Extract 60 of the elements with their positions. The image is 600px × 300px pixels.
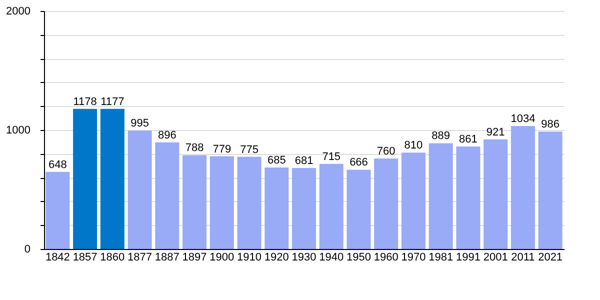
bar bbox=[100, 108, 124, 249]
data-label: 775 bbox=[240, 144, 258, 156]
bar bbox=[484, 139, 508, 249]
bar bbox=[456, 146, 480, 249]
bar bbox=[46, 172, 70, 249]
x-tick-label: 1900 bbox=[210, 252, 234, 264]
data-label: 685 bbox=[267, 154, 286, 166]
x-tick-label: 1857 bbox=[72, 252, 98, 264]
bar bbox=[237, 156, 262, 249]
data-label: 788 bbox=[185, 142, 204, 154]
bar bbox=[401, 152, 426, 249]
x-tick-label: 1950 bbox=[346, 252, 371, 264]
x-tick-label: 1930 bbox=[292, 252, 316, 264]
x-tick-label: 2001 bbox=[483, 252, 508, 264]
y-tick-label: 1000 bbox=[6, 124, 30, 136]
x-tick-label: 1920 bbox=[264, 252, 289, 264]
data-label: 995 bbox=[130, 118, 149, 130]
data-label: 715 bbox=[322, 150, 341, 163]
bar bbox=[292, 168, 316, 249]
bar bbox=[210, 156, 234, 249]
data-label: 760 bbox=[376, 146, 396, 158]
x-tick-label: 1991 bbox=[456, 252, 480, 264]
y-tick-label: 2000 bbox=[6, 6, 30, 18]
x-tick-label: 1877 bbox=[128, 252, 152, 264]
data-label: 666 bbox=[350, 156, 368, 169]
data-label: 889 bbox=[432, 130, 450, 142]
data-label: 1177 bbox=[100, 96, 124, 108]
x-tick-label: 1842 bbox=[45, 252, 70, 264]
bar bbox=[155, 142, 180, 249]
x-tick-label: 2011 bbox=[511, 252, 535, 264]
data-label: 1178 bbox=[73, 96, 97, 108]
data-label: 779 bbox=[212, 143, 232, 156]
x-tick-label: 1940 bbox=[319, 252, 344, 264]
bar bbox=[428, 143, 453, 249]
bar bbox=[128, 130, 152, 249]
data-label: 810 bbox=[404, 140, 423, 152]
bar bbox=[346, 170, 371, 249]
bar bbox=[538, 132, 562, 249]
bar bbox=[374, 158, 398, 249]
data-label: 921 bbox=[486, 126, 505, 138]
data-label: 861 bbox=[459, 134, 478, 146]
x-tick-label: 2021 bbox=[538, 252, 563, 264]
x-tick-label: 1897 bbox=[182, 252, 207, 264]
x-tick-label: 1970 bbox=[401, 252, 426, 264]
bar bbox=[510, 126, 535, 249]
x-tick-label: 1910 bbox=[237, 252, 262, 264]
y-tick-label: 0 bbox=[24, 244, 30, 256]
data-label: 1034 bbox=[510, 112, 536, 125]
data-label: 986 bbox=[541, 118, 560, 131]
data-label: 681 bbox=[294, 154, 314, 167]
x-tick-label: 1960 bbox=[374, 252, 398, 264]
data-label: 896 bbox=[158, 129, 176, 142]
x-tick-label: 1981 bbox=[428, 252, 454, 264]
data-label: 648 bbox=[48, 158, 67, 171]
bar bbox=[73, 108, 98, 249]
x-tick-label: 1887 bbox=[154, 252, 180, 264]
x-tick-label: 1860 bbox=[100, 252, 125, 264]
bar bbox=[264, 167, 289, 249]
bar bbox=[182, 155, 207, 249]
bar bbox=[319, 164, 344, 249]
